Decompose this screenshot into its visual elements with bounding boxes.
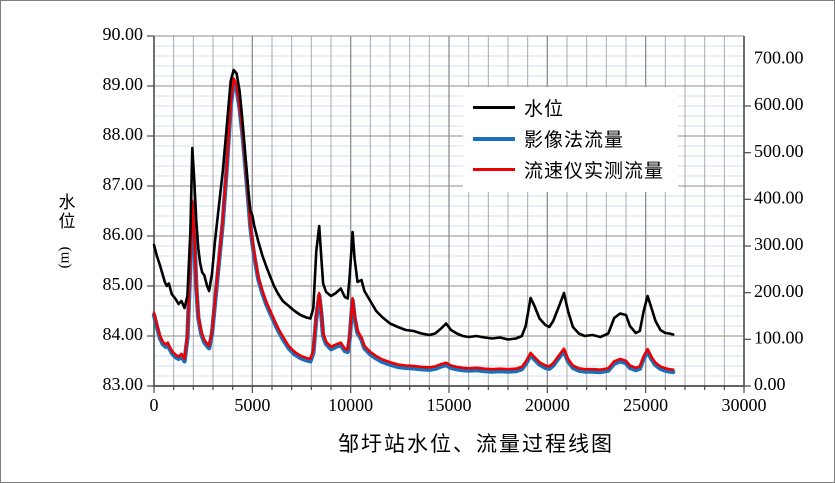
- y-left-tick-label: 87.00: [103, 174, 144, 194]
- water-level-line-swatch: [473, 106, 515, 109]
- legend-label: 流速仪实测流量: [524, 161, 665, 182]
- series-line-water-level: [152, 68, 675, 341]
- legend: 水位 影像法流量 流速仪实测流量: [463, 87, 679, 192]
- y-right-tick-label: 700.00: [754, 47, 804, 67]
- y-axis-unit: (m): [56, 246, 73, 269]
- x-tick-label: 15000: [427, 395, 472, 415]
- x-tick-label: 0: [150, 395, 159, 415]
- y-left-tick-label: 88.00: [103, 124, 144, 144]
- x-tick-label: 20000: [525, 395, 570, 415]
- y-left-tick-label: 86.00: [103, 224, 144, 244]
- legend-item-current-meter-flow: 流速仪实测流量: [473, 154, 664, 185]
- chart-title: 邹圩站水位、流量过程线图: [338, 432, 614, 456]
- y-right-tick-label: 300.00: [754, 234, 804, 254]
- y-right-tick-label: 600.00: [754, 94, 804, 114]
- legend-item-image-method-flow: 影像法流量: [473, 123, 664, 154]
- current-meter-flow-line-swatch: [473, 168, 515, 171]
- y-right-tick-label: 200.00: [754, 281, 804, 301]
- x-tick-label: 30000: [722, 395, 767, 415]
- y-left-tick-label: 90.00: [103, 24, 144, 44]
- x-tick-label: 10000: [328, 395, 373, 415]
- series-line-image-method-flow: [151, 78, 676, 375]
- y-right-tick-label: 400.00: [754, 187, 804, 207]
- legend-label: 影像法流量: [524, 130, 625, 151]
- y-right-tick-label: 500.00: [754, 141, 804, 161]
- y-left-tick-label: 84.00: [103, 324, 144, 344]
- y-axis-title: 水位 (m): [47, 193, 83, 274]
- image-method-flow-line-swatch: [473, 136, 515, 141]
- y-left-tick-label: 89.00: [103, 74, 144, 94]
- y-right-tick-label: 0.00: [754, 374, 786, 394]
- x-tick-label: 25000: [623, 395, 668, 415]
- x-tick-label: 5000: [234, 395, 270, 415]
- y-left-tick-label: 83.00: [103, 374, 144, 394]
- legend-label: 水位: [524, 99, 565, 120]
- series-line-current-meter-flow: [152, 77, 675, 372]
- y-right-tick-label: 100.00: [754, 327, 804, 347]
- legend-item-water-level: 水位: [473, 92, 664, 123]
- y-axis-title-text: 水位: [55, 193, 75, 231]
- y-left-tick-label: 85.00: [103, 274, 144, 294]
